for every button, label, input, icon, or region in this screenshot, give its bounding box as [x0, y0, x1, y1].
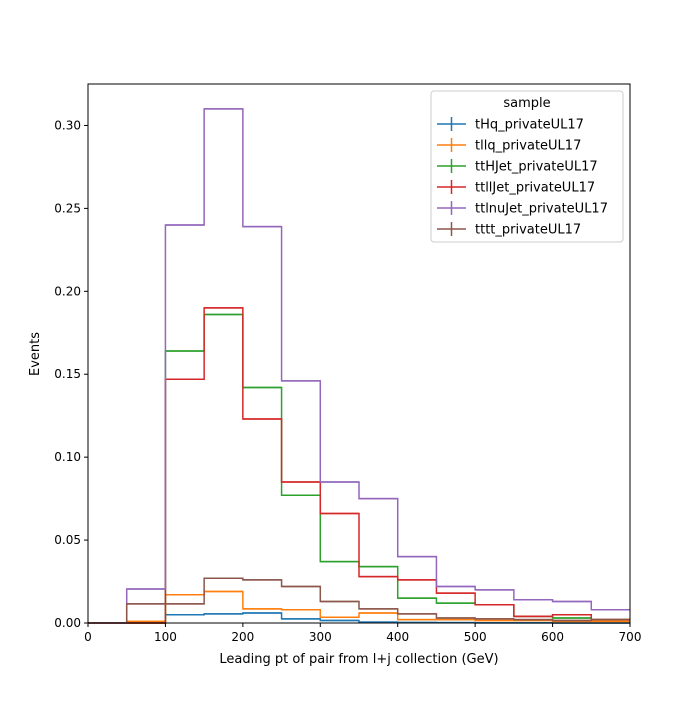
series-line — [88, 307, 630, 624]
legend-title: sample — [503, 96, 550, 111]
legend-entries: tHq_privateUL17 tllq_privateUL17 ttHJet_pr… — [437, 117, 608, 238]
legend-label: ttllJet_privateUL17 — [475, 181, 595, 196]
legend-entry: ttllJet_privateUL17 — [437, 180, 595, 196]
y-tick-label: 0.15 — [54, 367, 81, 381]
legend-label: tllq_privateUL17 — [475, 139, 581, 154]
x-tick-label: 400 — [386, 630, 409, 644]
x-tick-label: 500 — [464, 630, 487, 644]
legend-label: tHq_privateUL17 — [475, 118, 584, 133]
y-tick-label: 0.25 — [54, 201, 81, 215]
y-tick-label: 0.10 — [54, 450, 81, 464]
x-axis-label: Leading pt of pair from l+j collection (… — [219, 652, 498, 667]
y-tick-label: 0.20 — [54, 284, 81, 298]
series-ttllJet_privateUL17 — [88, 307, 630, 624]
x-tick-label: 600 — [541, 630, 564, 644]
legend-label: tttt_privateUL17 — [475, 223, 581, 238]
plot-frame — [87, 83, 631, 624]
legend-entry: ttHJet_privateUL17 — [437, 159, 598, 175]
x-tick-label: 700 — [619, 630, 642, 644]
legend-box — [430, 90, 624, 243]
y-tick-label: 0.30 — [54, 118, 81, 132]
y-tick-label: 0.00 — [54, 616, 81, 630]
legend-label: ttlnuJet_privateUL17 — [475, 202, 608, 217]
legend: sample tHq_privateUL17 tllq_privateUL17tt… — [430, 90, 624, 243]
x-tick-label: 300 — [309, 630, 332, 644]
y-axis-label: Events — [28, 332, 43, 376]
legend-entry: tHq_privateUL17 — [437, 117, 584, 133]
legend-entry: tllq_privateUL17 — [437, 138, 581, 154]
y-tick-label: 0.05 — [54, 533, 81, 547]
x-axis: 0 100 200 300 400 500 600 700 — [84, 623, 641, 644]
legend-entry: tttt_privateUL17 — [437, 222, 581, 238]
x-tick-label: 200 — [231, 630, 254, 644]
legend-entry: ttlnuJet_privateUL17 — [437, 201, 608, 217]
legend-label: ttHJet_privateUL17 — [475, 160, 598, 175]
y-axis: 0.00 0.05 0.10 0.15 0.20 0.25 0.30 — [54, 118, 88, 630]
x-tick-label: 0 — [84, 630, 92, 644]
x-tick-label: 100 — [154, 630, 177, 644]
